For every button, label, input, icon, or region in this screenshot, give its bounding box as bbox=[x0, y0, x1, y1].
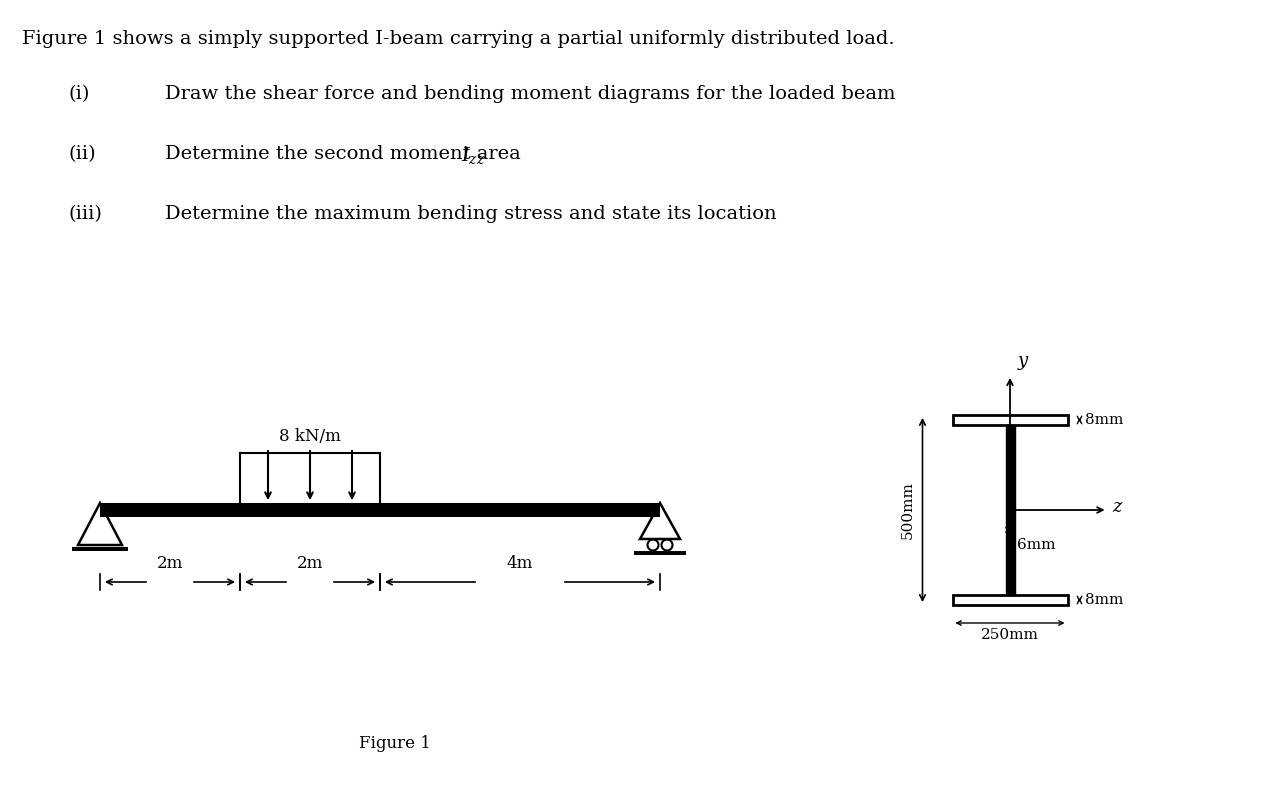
Text: (ii): (ii) bbox=[69, 145, 95, 163]
Text: (iii): (iii) bbox=[69, 205, 102, 223]
Text: y: y bbox=[1019, 352, 1029, 370]
Text: 2m: 2m bbox=[297, 555, 323, 572]
Text: Draw the shear force and bending moment diagrams for the loaded beam: Draw the shear force and bending moment … bbox=[165, 85, 895, 103]
Bar bbox=[100, 503, 660, 517]
Text: 8mm: 8mm bbox=[1085, 593, 1123, 607]
Bar bbox=[1006, 425, 1015, 595]
Bar bbox=[952, 595, 1068, 605]
Text: (i): (i) bbox=[69, 85, 89, 103]
Bar bbox=[634, 551, 686, 555]
Text: Figure 1: Figure 1 bbox=[359, 735, 431, 752]
Text: 8 kN/m: 8 kN/m bbox=[279, 428, 340, 445]
Text: 6mm: 6mm bbox=[1017, 538, 1055, 552]
Text: z: z bbox=[1113, 498, 1121, 516]
Bar bbox=[72, 547, 128, 551]
Text: Figure 1 shows a simply supported I-beam carrying a partial uniformly distribute: Figure 1 shows a simply supported I-beam… bbox=[22, 30, 894, 48]
Text: 2m: 2m bbox=[156, 555, 183, 572]
Bar bbox=[952, 415, 1068, 425]
Text: Determine the maximum bending stress and state its location: Determine the maximum bending stress and… bbox=[165, 205, 777, 223]
Text: Determine the second moment area: Determine the second moment area bbox=[165, 145, 527, 163]
Text: 500mm: 500mm bbox=[900, 481, 914, 539]
Text: 250mm: 250mm bbox=[980, 628, 1039, 642]
Text: $I_{zz}$: $I_{zz}$ bbox=[461, 145, 485, 166]
Text: 8mm: 8mm bbox=[1085, 413, 1123, 427]
Text: 4m: 4m bbox=[507, 555, 533, 572]
